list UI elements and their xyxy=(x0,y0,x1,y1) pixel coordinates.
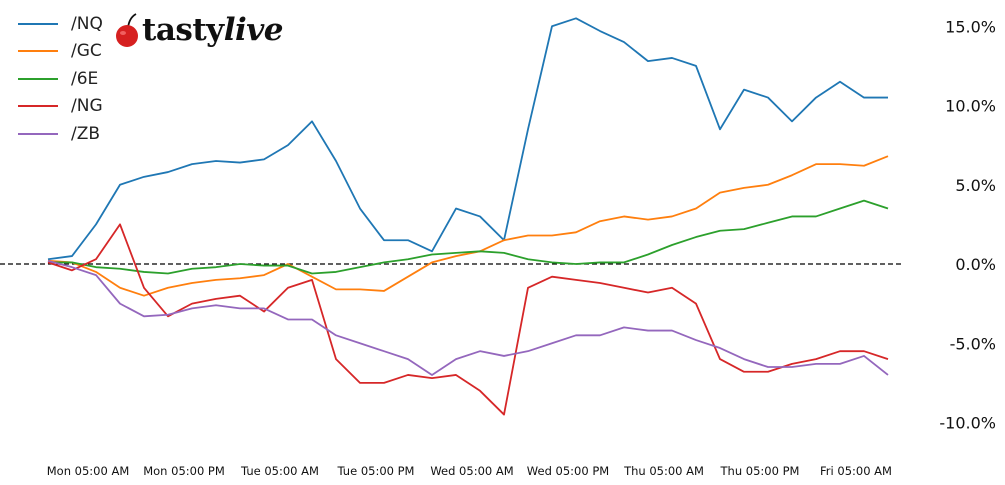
x-tick-label: Thu 05:00 AM xyxy=(623,464,704,478)
series-line-6e xyxy=(48,199,889,275)
y-tick-label: 0.0% xyxy=(955,255,996,274)
x-tick-label: Wed 05:00 PM xyxy=(527,464,609,478)
x-tick-label: Mon 05:00 AM xyxy=(47,464,130,478)
series-line-nq xyxy=(47,17,888,261)
x-tick-label: Fri 05:00 AM xyxy=(820,464,892,478)
x-tick-label: Tue 05:00 AM xyxy=(240,464,319,478)
legend-swatch xyxy=(18,105,58,108)
series-line-ng xyxy=(47,223,889,416)
series-line-zb xyxy=(47,259,889,376)
tastylive-logo: tastylive xyxy=(112,12,284,48)
x-tick-label: Tue 05:00 PM xyxy=(337,464,415,478)
legend-label: /ZB xyxy=(71,123,101,144)
legend-item-6e: /6E xyxy=(18,65,103,93)
legend-swatch xyxy=(18,77,58,80)
legend-label: /NG xyxy=(71,96,103,117)
logo-text-live: live xyxy=(223,12,284,48)
series-line-gc xyxy=(47,155,889,297)
legend-swatch xyxy=(18,50,58,53)
x-tick-label: Mon 05:00 PM xyxy=(143,464,225,478)
y-tick-label: 10.0% xyxy=(945,97,996,116)
cherry-icon xyxy=(116,13,138,47)
y-tick-label: -5.0% xyxy=(950,334,996,353)
logo-text-tasty: tasty xyxy=(142,12,224,48)
logo-wordmark: tastylive xyxy=(142,12,284,48)
legend-item-gc: /GC xyxy=(18,38,103,66)
legend-label: /NQ xyxy=(71,13,103,34)
y-tick-label: 15.0% xyxy=(945,17,996,36)
legend-label: /GC xyxy=(71,41,102,62)
legend-item-zb: /ZB xyxy=(18,120,103,148)
legend-label: /6E xyxy=(71,68,99,89)
legend: /NQ /GC /6E /NG /ZB xyxy=(18,10,103,148)
legend-item-nq: /NQ xyxy=(18,10,103,38)
legend-swatch xyxy=(18,22,58,25)
legend-swatch xyxy=(18,132,58,135)
x-tick-label: Wed 05:00 AM xyxy=(430,464,513,478)
y-tick-label: -10.0% xyxy=(939,414,996,433)
y-tick-label: 5.0% xyxy=(955,176,996,195)
legend-item-ng: /NG xyxy=(18,93,103,121)
x-tick-label: Thu 05:00 PM xyxy=(720,464,800,478)
